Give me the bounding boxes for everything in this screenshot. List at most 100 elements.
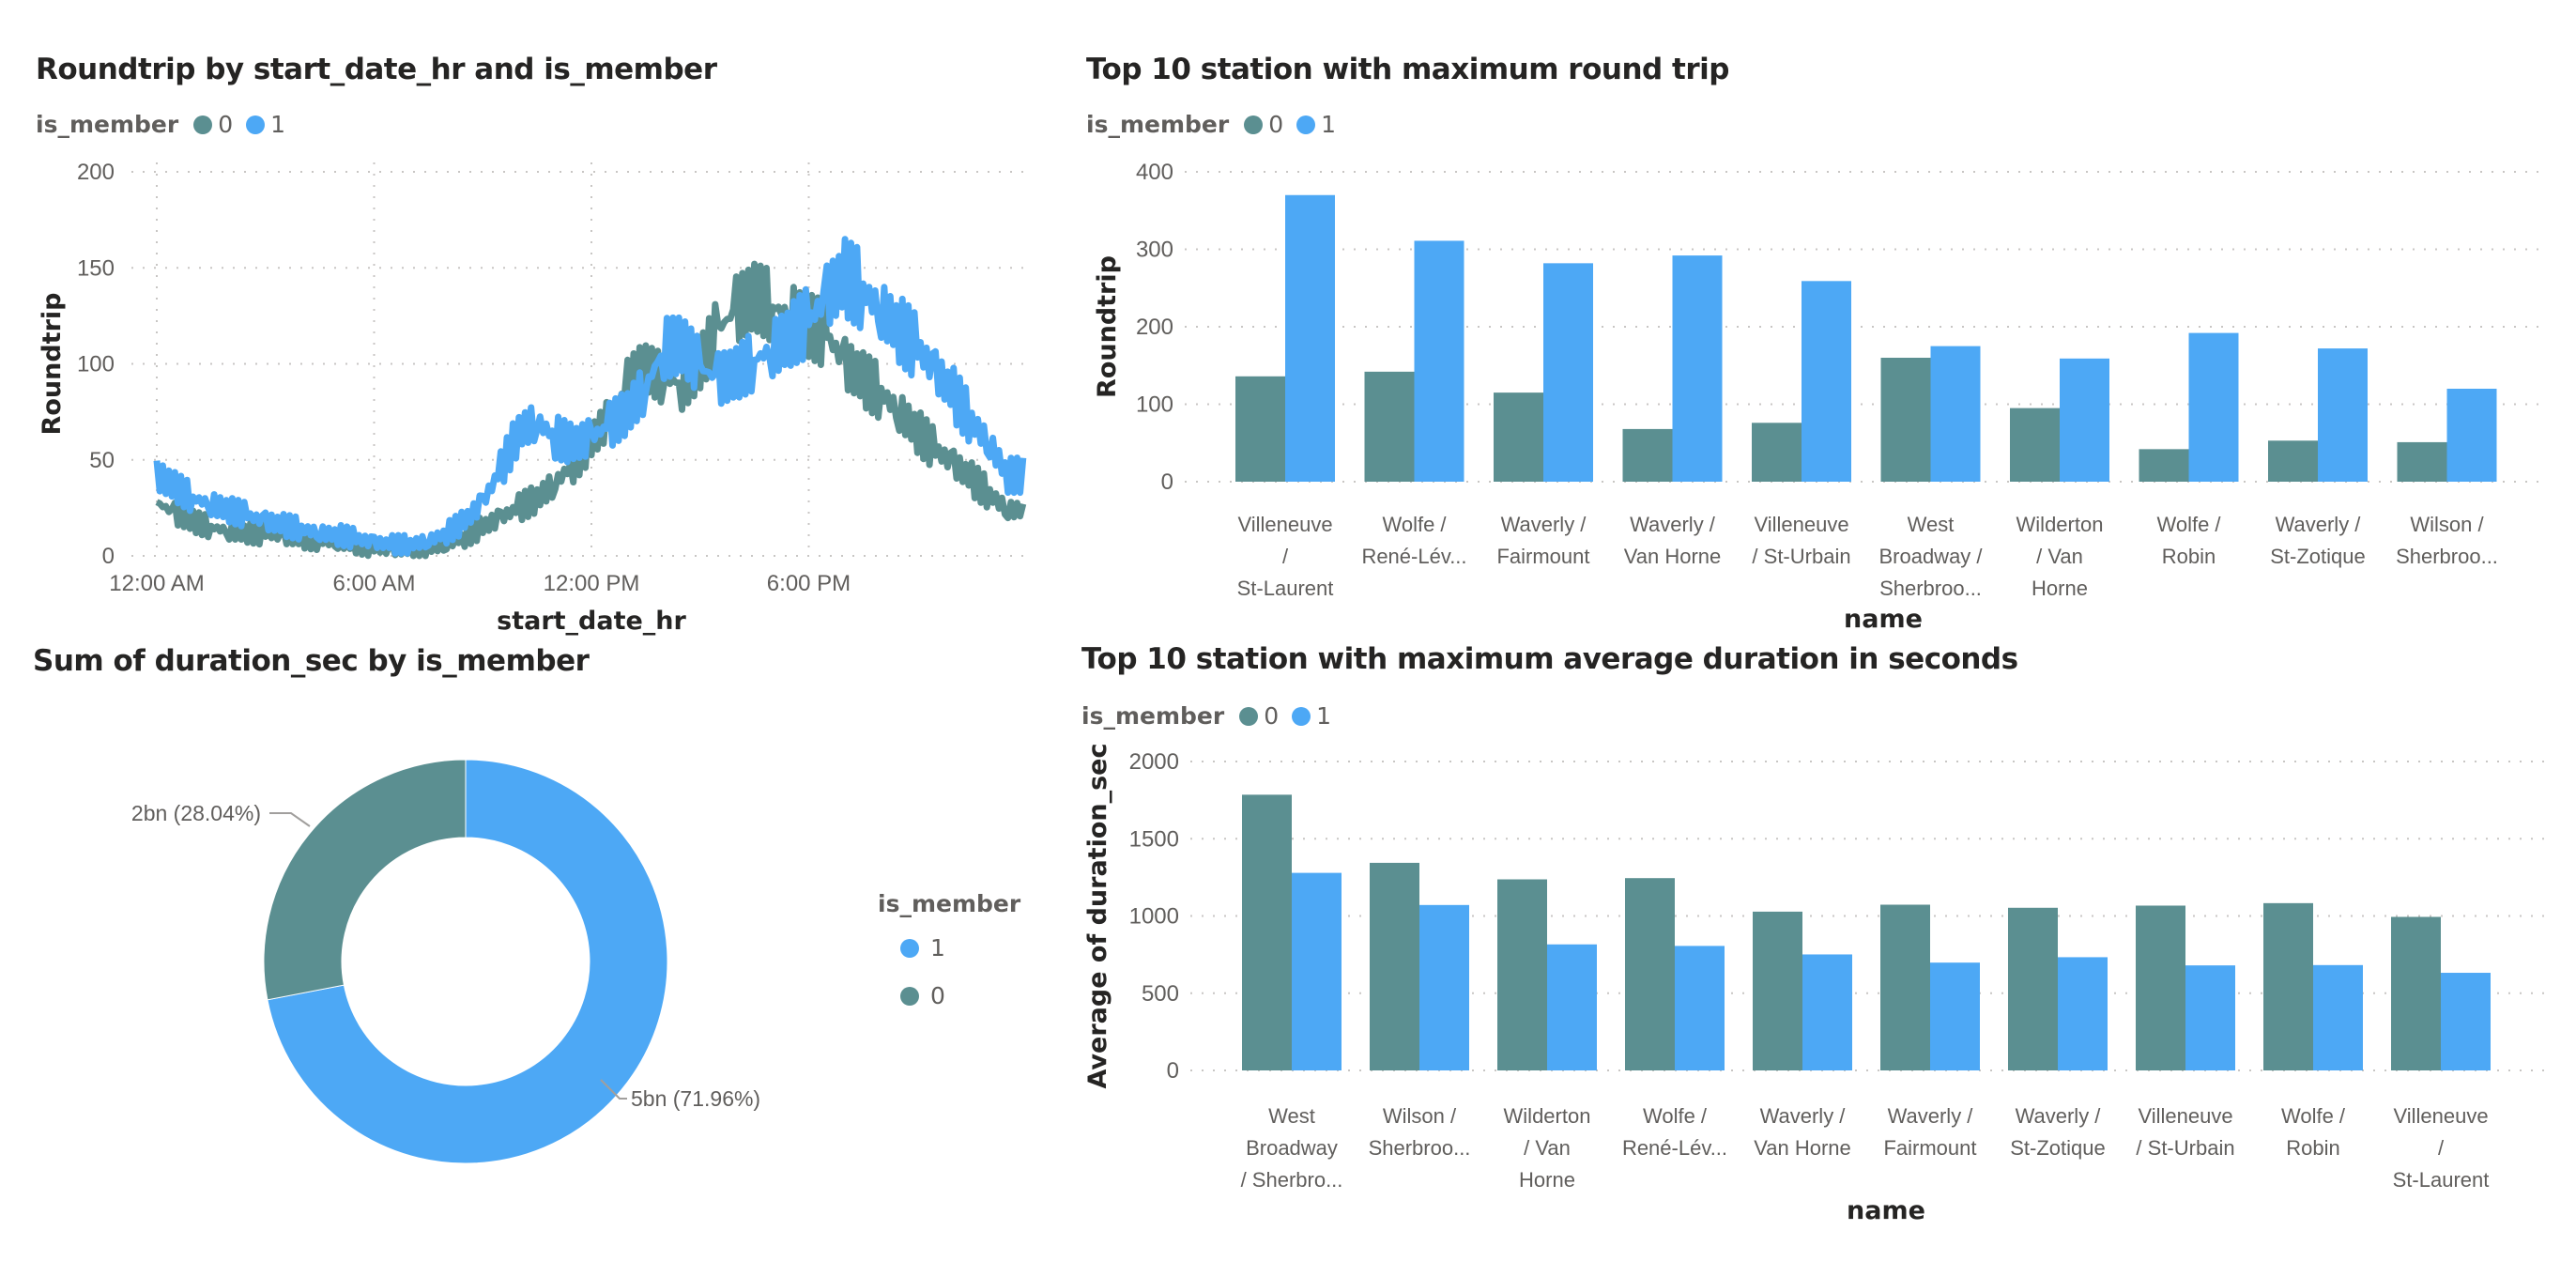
x-tick-label: 12:00 AM [109, 571, 204, 596]
legend-label-1: 1 [930, 934, 945, 962]
x-category-label: Waverly / [1888, 1104, 1974, 1128]
x-category-label: St-Laurent [1237, 577, 1334, 600]
legend-dot-0-icon [1239, 706, 1259, 726]
line-chart-title: Roundtrip by start_date_hr and is_member [36, 53, 717, 86]
x-category-label: Villeneuve [2393, 1104, 2488, 1128]
legend-label-0: 0 [1264, 702, 1280, 730]
bar-1-9[interactable] [2441, 973, 2491, 1070]
bar-1-3[interactable] [1672, 255, 1723, 482]
bar-0-2[interactable] [1494, 392, 1543, 482]
x-category-label: Villeneuve [1237, 513, 1332, 536]
x-category-label: Fairmount [1883, 1136, 1976, 1160]
bar-0-1[interactable] [1370, 862, 1419, 1070]
x-category-label: / Sherbro... [1241, 1168, 1343, 1192]
legend-title: is_member [1086, 111, 1230, 138]
x-category-label: Sherbroo... [1369, 1136, 1471, 1160]
bar-1-2[interactable] [1547, 944, 1597, 1070]
legend-dot-1-icon [1292, 706, 1311, 726]
bar-0-7[interactable] [2136, 905, 2185, 1070]
bar-0-9[interactable] [2391, 916, 2441, 1070]
bar-0-8[interactable] [2263, 902, 2313, 1070]
legend-label-1: 1 [270, 111, 285, 138]
bar-1-5[interactable] [1930, 346, 1981, 482]
bar-1-0[interactable] [1285, 194, 1335, 482]
x-category-label: West [1268, 1104, 1315, 1128]
x-category-label: Robin [2286, 1136, 2339, 1160]
bar-1-7[interactable] [2185, 965, 2235, 1070]
bar-0-5[interactable] [1880, 358, 1931, 482]
bar-0-3[interactable] [1622, 428, 1673, 482]
y-axis-title: Average of duration_sec [1083, 743, 1112, 1088]
x-category-label: Waverly / [1501, 513, 1587, 536]
x-category-label: Broadway / [1878, 545, 1983, 568]
bar-1-2[interactable] [1543, 263, 1593, 482]
data-label-0: 2bn (28.04%) [131, 801, 261, 825]
donut-slice-1[interactable] [267, 759, 668, 1164]
bar-1-9[interactable] [2446, 389, 2497, 482]
bar-1-0[interactable] [1292, 872, 1342, 1070]
bar-0-1[interactable] [1364, 371, 1415, 482]
bar-0-2[interactable] [1497, 879, 1547, 1070]
x-category-label: St-Zotique [2010, 1136, 2106, 1160]
x-category-label: / St-Urbain [2136, 1136, 2234, 1160]
bar-1-7[interactable] [2188, 332, 2239, 482]
bar-0-4[interactable] [1752, 423, 1802, 482]
x-axis-title: name [1847, 1196, 1925, 1225]
legend-label-0: 0 [218, 111, 234, 138]
y-tick-label: 50 [89, 448, 115, 473]
donut-slice-0[interactable] [263, 759, 467, 1001]
x-category-label: Sherbroo... [2396, 545, 2498, 568]
bar-1-5[interactable] [1930, 962, 1980, 1070]
x-tick-label: 12:00 PM [544, 571, 640, 596]
bar-0-4[interactable] [1753, 911, 1802, 1070]
x-category-label: Villeneuve [1754, 513, 1848, 536]
legend-title: is_member [878, 890, 1021, 917]
legend-title: is_member [36, 111, 179, 138]
data-label-1: 5bn (71.96%) [631, 1086, 760, 1111]
x-category-label: Fairmount [1496, 545, 1589, 568]
bar-1-3[interactable] [1675, 946, 1725, 1070]
roundtrip-bar-legend[interactable]: is_member 0 1 [1086, 111, 1336, 138]
x-category-label: / Van [2036, 545, 2083, 568]
legend-label-0: 0 [1268, 111, 1284, 138]
x-category-label: Horne [2032, 577, 2088, 600]
bar-0-5[interactable] [1880, 904, 1930, 1070]
bar-1-6[interactable] [2060, 358, 2109, 482]
bar-1-1[interactable] [1414, 240, 1464, 482]
bar-0-6[interactable] [2008, 907, 2058, 1070]
bar-1-6[interactable] [2058, 957, 2108, 1070]
x-category-label: Wilson / [2410, 513, 2484, 536]
y-tick-label: 1000 [1129, 904, 1179, 930]
x-category-label: René-Lév... [1361, 545, 1466, 568]
duration-bar-legend[interactable]: is_member 0 1 [1081, 702, 1331, 730]
legend-title: is_member [1081, 702, 1225, 730]
bar-0-9[interactable] [2397, 441, 2447, 482]
x-category-label: Wilderton [1504, 1104, 1591, 1128]
bar-1-1[interactable] [1419, 904, 1469, 1070]
x-category-label: Sherbroo... [1879, 577, 1982, 600]
legend-dot-1-icon [1296, 115, 1316, 134]
line-chart-legend[interactable]: is_member 0 1 [36, 111, 285, 138]
y-axis-title: Roundtrip [1093, 255, 1122, 398]
x-category-label: Van Horne [1624, 545, 1722, 568]
y-tick-label: 150 [77, 255, 115, 281]
bar-0-7[interactable] [2139, 449, 2189, 482]
bar-1-4[interactable] [1802, 954, 1852, 1070]
x-category-label: Villeneuve [2138, 1104, 2232, 1128]
bar-0-0[interactable] [1242, 794, 1292, 1070]
bar-0-0[interactable] [1235, 376, 1285, 482]
x-category-label: Wolfe / [1382, 513, 1447, 536]
bar-1-4[interactable] [1802, 281, 1851, 482]
x-axis-title: name [1844, 605, 1923, 634]
bar-0-8[interactable] [2268, 440, 2318, 482]
donut-legend[interactable]: is_member 1 0 [878, 890, 1020, 1009]
bar-0-6[interactable] [2010, 408, 2060, 482]
x-category-label: Waverly / [1760, 1104, 1847, 1128]
bar-0-3[interactable] [1625, 878, 1675, 1070]
y-tick-label: 400 [1136, 160, 1173, 185]
bar-1-8[interactable] [2313, 964, 2363, 1070]
legend-dot-1-icon [246, 115, 266, 134]
x-category-label: Waverly / [2276, 513, 2362, 536]
bar-1-8[interactable] [2318, 348, 2368, 482]
